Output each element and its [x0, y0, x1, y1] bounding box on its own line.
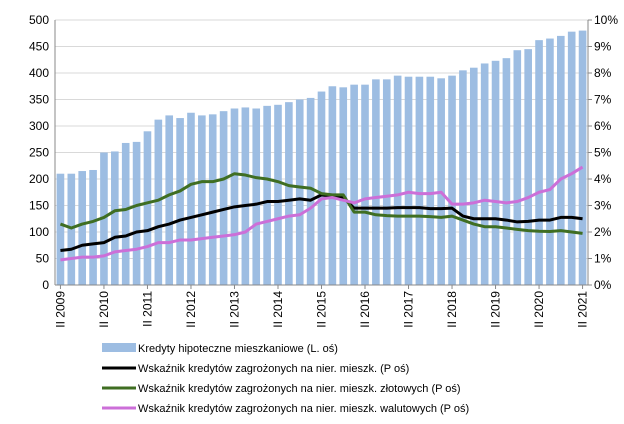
- bar: [132, 141, 141, 285]
- bar: [459, 70, 467, 285]
- bar: [535, 40, 543, 285]
- bar: [350, 84, 358, 285]
- bar: [382, 79, 391, 285]
- bar: [165, 115, 174, 286]
- y2-tick-label: 4%: [594, 172, 612, 186]
- legend-label: Kredyty hipoteczne mieszkaniowe (L. oś): [138, 343, 338, 355]
- y-tick-label: 300: [29, 119, 49, 133]
- y2-tick-label: 7%: [594, 93, 612, 107]
- x-tick-label: II 2010: [97, 291, 111, 328]
- legend-label: Wskaźnik kredytów zagrożonych na nier. m…: [138, 363, 409, 375]
- bar: [339, 87, 348, 285]
- bar: [404, 76, 413, 286]
- bar: [578, 30, 587, 285]
- legend-swatch: [102, 343, 136, 352]
- legend-label: Wskaźnik kredytów zagrożonych na nier. m…: [138, 403, 469, 415]
- bar: [328, 86, 337, 285]
- bar: [230, 108, 239, 285]
- y2-tick-label: 1%: [594, 252, 612, 266]
- bar: [121, 142, 130, 285]
- bar: [111, 151, 119, 285]
- bar: [285, 102, 293, 286]
- bar: [143, 131, 152, 285]
- bar: [56, 173, 65, 285]
- bar: [426, 76, 435, 286]
- legend-label: Wskaźnik kredytów zagrożonych na nier. m…: [138, 383, 461, 395]
- bar: [415, 76, 424, 286]
- y-tick-label: 0: [42, 278, 49, 292]
- x-tick-label: II 2018: [445, 291, 459, 328]
- x-tick-label: II 2019: [489, 291, 503, 328]
- y-tick-label: 350: [29, 93, 49, 107]
- bar: [469, 67, 478, 285]
- line: [60, 165, 584, 262]
- bar: [437, 78, 445, 285]
- bar: [480, 63, 489, 286]
- bar: [295, 99, 304, 285]
- y2-tick-label: 2%: [594, 225, 612, 239]
- bar: [274, 104, 282, 285]
- y-tick-label: 200: [29, 172, 49, 186]
- bar: [502, 58, 511, 285]
- bar: [252, 108, 261, 285]
- bar: [176, 118, 184, 285]
- x-tick-label: II 2016: [358, 291, 372, 328]
- y-tick-label: 100: [29, 225, 49, 239]
- x-tick-label: II 2012: [184, 291, 198, 328]
- y-tick-label: 150: [29, 199, 49, 213]
- y2-tick-label: 0%: [594, 278, 612, 292]
- x-tick-label: II 2017: [402, 291, 416, 328]
- y-tick-label: 500: [29, 13, 49, 27]
- bar: [187, 112, 195, 285]
- bar: [241, 107, 250, 285]
- bar: [263, 105, 271, 285]
- y-tick-label: 50: [36, 252, 50, 266]
- x-tick-label: II 2014: [271, 291, 285, 328]
- y-tick-label: 400: [29, 66, 49, 80]
- bar: [513, 50, 522, 286]
- bar: [208, 114, 217, 285]
- line: [59, 172, 583, 235]
- x-tick-label: II 2013: [227, 291, 241, 328]
- bar: [306, 97, 315, 285]
- bar: [219, 111, 228, 285]
- y2-tick-label: 5%: [594, 146, 612, 160]
- bar: [198, 115, 206, 286]
- bar: [372, 79, 380, 285]
- x-tick-label: II 2015: [315, 291, 329, 328]
- bar: [567, 31, 576, 285]
- bar: [546, 38, 554, 285]
- x-tick-label: II 2021: [576, 291, 590, 328]
- bar: [317, 91, 326, 285]
- y-tick-label: 450: [29, 40, 49, 54]
- x-tick-label: II 2009: [53, 291, 67, 328]
- bar: [78, 171, 87, 285]
- y2-tick-label: 6%: [594, 119, 612, 133]
- bar: [393, 75, 402, 286]
- x-tick-label: II 2011: [140, 291, 154, 327]
- y-tick-label: 250: [29, 146, 49, 160]
- bar: [556, 35, 565, 286]
- bar: [524, 49, 532, 286]
- bar: [89, 169, 97, 285]
- bar: [154, 119, 163, 285]
- y2-tick-label: 10%: [594, 13, 618, 27]
- bar: [448, 75, 456, 286]
- bar: [491, 60, 500, 286]
- bar: [361, 84, 369, 285]
- y2-tick-label: 8%: [594, 66, 612, 80]
- x-tick-label: II 2020: [532, 291, 546, 328]
- y2-tick-label: 9%: [594, 40, 612, 54]
- y2-tick-label: 3%: [594, 199, 612, 213]
